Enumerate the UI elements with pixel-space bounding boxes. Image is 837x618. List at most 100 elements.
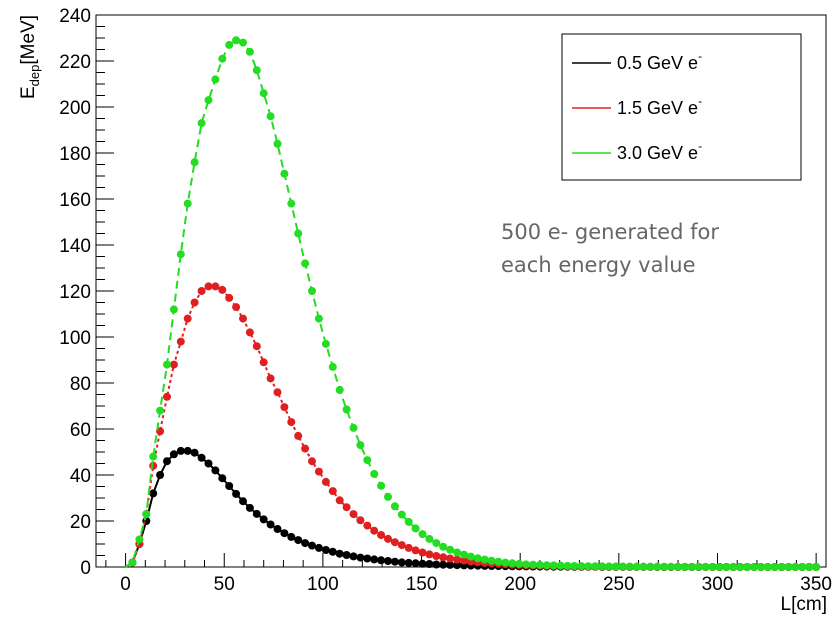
series-2-point-95 [784, 563, 793, 571]
series-1-point-15 [232, 303, 241, 312]
y-tick-label-0: 0 [80, 558, 91, 579]
series-0 [125, 446, 821, 571]
series-2-point-28 [321, 339, 330, 348]
series-1-point-37 [384, 534, 392, 543]
series-2-point-56 [515, 559, 524, 568]
series-1-point-34 [363, 521, 372, 530]
series-2-point-22 [280, 169, 289, 178]
series-2-point-20 [266, 112, 275, 121]
series-2-point-89 [743, 563, 752, 571]
series-2-point-78 [667, 562, 676, 571]
series-1-point-29 [328, 487, 337, 496]
legend-label-1-sup: - [698, 94, 702, 108]
series-2 [125, 36, 821, 571]
y-tick-label-1: 20 [70, 512, 91, 533]
y-axis-title-unit: [MeV] [18, 15, 39, 65]
legend-label-1: 1.5 GeV e- [617, 94, 702, 118]
y-tick-label-4: 80 [70, 374, 91, 395]
y-tick-label-11: 220 [59, 52, 91, 73]
series-2-point-23 [287, 199, 296, 208]
series-2-point-82 [694, 562, 703, 571]
series-1-point-41 [411, 546, 420, 555]
series-2-point-50 [473, 554, 482, 563]
series-1-point-22 [280, 403, 289, 412]
series-0-point-14 [225, 482, 234, 490]
series-1-point-38 [390, 538, 399, 547]
series-0-point-10 [197, 453, 206, 462]
legend-entry-0: 0.5 GeV e- [572, 49, 702, 73]
series-1-point-13 [218, 285, 227, 294]
series-1-point-26 [308, 457, 316, 466]
series-0-point-38 [390, 557, 399, 566]
series-0-point-21 [273, 525, 282, 533]
series-2-point-41 [411, 524, 420, 533]
series-2-point-97 [798, 563, 807, 571]
series-2-point-71 [618, 562, 627, 571]
series-0-point-28 [321, 546, 330, 554]
series-2-point-37 [384, 492, 392, 501]
series-1-point-12 [211, 282, 220, 291]
series-2-point-14 [225, 40, 234, 49]
series-0-point-46 [446, 560, 455, 569]
series-0-point-29 [328, 547, 337, 556]
series-0-point-32 [349, 552, 358, 561]
series-1-point-11 [204, 282, 213, 291]
series-1-point-27 [314, 467, 323, 476]
series-2-point-52 [487, 556, 496, 565]
legend-entry-1: 1.5 GeV e- [572, 94, 702, 118]
series-1-point-28 [321, 477, 330, 486]
series-2-point-30 [335, 385, 344, 394]
series-0-point-30 [335, 549, 344, 558]
series-1-point-40 [404, 543, 413, 552]
series-2-point-92 [763, 563, 772, 571]
series-1-point-33 [356, 516, 365, 525]
x-axis: 0 50 100 150 200 250 300 350 [105, 553, 832, 595]
y-tick-label-10: 200 [59, 98, 91, 119]
series-2-point-9 [190, 158, 199, 167]
series-0-point-24 [294, 536, 303, 545]
series-2-point-12 [211, 75, 220, 84]
series-2-point-85 [715, 563, 724, 571]
series-1-point-24 [294, 431, 303, 440]
series-2-point-79 [674, 562, 682, 571]
series-2-point-5 [163, 360, 171, 369]
series-1-point-16 [239, 314, 247, 323]
series-2-point-25 [301, 259, 310, 268]
series-0-point-36 [377, 556, 386, 565]
series-1 [125, 282, 821, 571]
legend-label-2: 3.0 GeV e- [617, 139, 702, 163]
series-1-point-18 [252, 342, 261, 351]
series-2-point-18 [252, 66, 261, 75]
series-1-point-21 [273, 388, 282, 397]
series-0-point-5 [163, 457, 171, 466]
series-0-point-3 [149, 489, 158, 498]
y-tick-label-12: 240 [59, 6, 91, 27]
series-2-point-36 [377, 481, 386, 490]
series-0-point-13 [218, 474, 227, 483]
series-2-point-17 [245, 47, 254, 56]
series-2-point-57 [522, 560, 531, 569]
series-1-point-14 [225, 293, 234, 302]
series-2-point-83 [701, 562, 710, 571]
annotation: 500 e- generated for each energy value [501, 220, 719, 277]
series-1-point-9 [190, 298, 199, 307]
series-0-fit-line [125, 449, 817, 568]
series-0-point-39 [397, 558, 406, 567]
series-0-point-31 [342, 551, 351, 559]
legend-label-2-text: 3.0 GeV e [617, 143, 698, 163]
x-tick-label-0: 0 [120, 574, 131, 595]
series-2-point-26 [308, 287, 316, 295]
series-2-point-32 [349, 423, 358, 432]
series-0-point-19 [259, 515, 268, 524]
y-tick-label-5: 100 [59, 328, 91, 349]
legend-label-1-text: 1.5 GeV e [617, 98, 698, 118]
y-tick-label-2: 40 [70, 466, 91, 487]
series-2-point-24 [294, 229, 303, 238]
series-1-point-8 [183, 314, 192, 323]
series-2-point-10 [197, 119, 206, 128]
y-tick-label-3: 60 [70, 420, 91, 441]
series-2-point-84 [708, 562, 717, 571]
series-2-point-61 [549, 561, 558, 570]
annotation-line-2: each energy value [501, 253, 696, 277]
legend-label-0-sup: - [698, 49, 702, 63]
